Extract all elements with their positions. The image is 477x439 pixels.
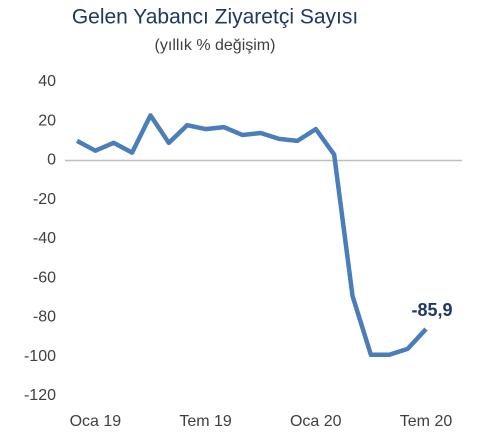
y-tick-label: 0 — [47, 152, 56, 169]
x-tick-label: Tem 20 — [400, 413, 453, 430]
data-label: -85,9 — [411, 300, 452, 320]
chart-title: Gelen Yabancı Ziyaretçi Sayısı — [72, 6, 358, 29]
y-tick-label: -120 — [24, 387, 56, 404]
x-tick-label: Tem 19 — [179, 413, 232, 430]
y-tick-label: 20 — [38, 112, 56, 129]
y-tick-label: -40 — [33, 230, 56, 247]
y-tick-label: -60 — [33, 269, 56, 286]
x-tick-label: Oca 20 — [290, 413, 342, 430]
x-tick-label: Oca 19 — [70, 413, 122, 430]
y-tick-label: -80 — [33, 309, 56, 326]
line-series — [75, 113, 428, 358]
y-tick-label: -100 — [24, 348, 56, 365]
y-tick-label: 40 — [38, 73, 56, 90]
chart-subtitle: (yıllık % değişim) — [155, 37, 276, 54]
y-tick-label: -20 — [33, 191, 56, 208]
